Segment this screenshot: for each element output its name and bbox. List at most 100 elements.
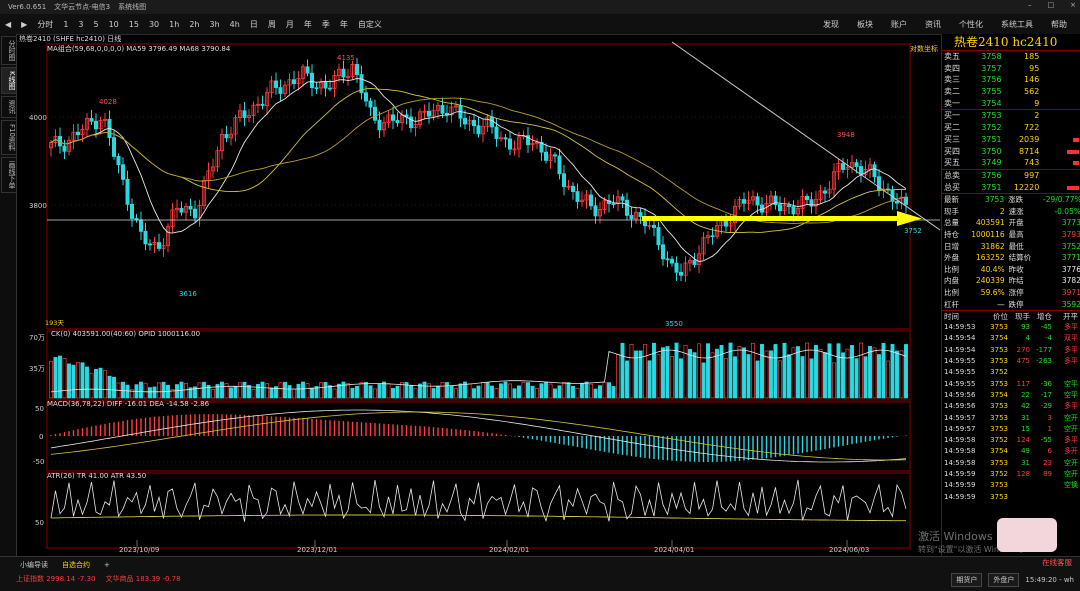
ma-line-yellow	[50, 87, 907, 233]
candle-body	[467, 119, 472, 125]
volume-bar	[620, 342, 625, 399]
volume-bar	[400, 382, 404, 399]
tb-period-0[interactable]: 分时	[37, 19, 54, 29]
futures-account-button[interactable]: 期货户	[951, 573, 983, 587]
tab-news[interactable]: 资讯	[1, 95, 17, 118]
close-icon[interactable]: ×	[1070, 1, 1076, 9]
tb-period-15[interactable]: 季	[321, 19, 330, 29]
ask-levels: 卖五 3758 185 卖四 3757 95 卖三 3756 146 卖二 3755 562 卖一 375…	[942, 51, 1080, 109]
tb-period-13[interactable]: 月	[285, 19, 294, 29]
volume-layer	[49, 342, 908, 399]
tb-period-5[interactable]: 15	[128, 19, 139, 29]
volume-bar	[670, 356, 674, 399]
tick-row: 14:59:59 3752 128 89 空开	[944, 470, 1078, 479]
maximize-icon[interactable]: □	[1047, 1, 1055, 9]
tb-period-14[interactable]: 年	[303, 19, 312, 29]
order-totals: 总卖 3756 997 总买 3751 12220	[942, 170, 1080, 193]
date-label: 2023/10/09	[119, 546, 159, 554]
kline-chart-area[interactable]: 4000 3800 70万 35万 193天 50 0 -50 50 2023/10/09 2023…	[17, 34, 940, 556]
candle-body	[372, 106, 377, 121]
volume-bar	[58, 355, 62, 399]
menu-sector[interactable]: 板块	[857, 19, 873, 29]
volume-bar	[161, 381, 166, 399]
volume-bar	[742, 347, 746, 399]
volume-bar	[265, 383, 269, 399]
tab-editor-guide[interactable]: 小编导读	[20, 560, 48, 569]
open-interest-line	[50, 349, 907, 393]
tick-list[interactable]: 14:59:53 3753 93 -45 多平 14:59:54 3754 4 -4 双平 14:5…	[942, 322, 1080, 503]
menu-discover[interactable]: 发现	[823, 19, 839, 29]
volume-bar	[206, 384, 211, 399]
tb-period-1[interactable]: 1	[63, 19, 69, 29]
volume-bar	[548, 383, 553, 399]
candle-body	[805, 195, 810, 201]
tb-period-11[interactable]: 日	[249, 19, 258, 29]
forward-icon[interactable]: ▶	[21, 19, 28, 29]
back-icon[interactable]: ◀	[5, 19, 12, 29]
tb-period-12[interactable]: 周	[267, 19, 276, 29]
symbol-line: 热卷2410 (SHFE hc2410) 日线	[19, 35, 122, 43]
tb-period-6[interactable]: 30	[148, 19, 160, 29]
atr-line	[51, 514, 906, 522]
volume-bar	[764, 350, 769, 399]
volume-bar	[625, 360, 629, 399]
add-tab-button[interactable]: +	[104, 560, 110, 569]
tb-period-9[interactable]: 3h	[209, 19, 220, 29]
candle-body	[174, 207, 179, 211]
kline-chart-svg[interactable]: 4000 3800 70万 35万 193天 50 0 -50 50 2023/10/09 2023…	[17, 34, 940, 556]
minimize-icon[interactable]: –	[1028, 1, 1032, 9]
tab-draw-order[interactable]: 画线下单	[1, 156, 17, 193]
candle-body	[525, 135, 530, 146]
candle-body	[336, 68, 341, 76]
pink-sticker-image	[997, 518, 1057, 552]
candle-body	[670, 258, 675, 264]
tb-period-16[interactable]: 年	[339, 19, 348, 29]
tb-period-8[interactable]: 2h	[189, 19, 200, 29]
bid-row: 买三 3751 2039	[942, 134, 1080, 146]
tab-timeshare[interactable]: 分时图	[1, 36, 17, 65]
volume-bar	[328, 385, 332, 399]
macd-label-50: 50	[35, 405, 44, 413]
tb-period-2[interactable]: 3	[78, 19, 84, 29]
candle-body	[237, 110, 242, 118]
volume-bar	[710, 352, 715, 399]
candle-body	[381, 122, 386, 131]
quote-panel: 热卷2410 hc2410 卖五 3758 185 卖四 3757 95 卖三 3756 146…	[941, 34, 1080, 556]
menu-news[interactable]: 资讯	[925, 19, 941, 29]
tab-kline[interactable]: K线图	[1, 67, 17, 94]
menu-account[interactable]: 账户	[891, 19, 907, 29]
tb-period-3[interactable]: 5	[93, 19, 99, 29]
candle-body	[152, 242, 157, 245]
tab-watchlist[interactable]: 自选合约	[62, 560, 90, 569]
title-menu-system[interactable]: 系统线图	[118, 3, 147, 11]
log-scale-toggle[interactable]: 对数坐标	[910, 45, 938, 53]
title-menu-node[interactable]: 文华云节点-电信3	[54, 3, 111, 11]
volume-bar	[103, 370, 107, 399]
menu-personalize[interactable]: 个性化	[959, 19, 983, 29]
tick-row: 14:59:57 3753 31 3 空开	[944, 413, 1078, 422]
tb-period-4[interactable]: 10	[108, 19, 119, 29]
chart-grid: 4000 3800 70万 35万 193天 50 0 -50 50 2023/10/09 2023…	[29, 43, 911, 554]
volume-bar	[476, 385, 481, 399]
status-bar: 小编导读 自选合约 + 在线客服 上证指数 2998.14 -7.30 文华商品…	[0, 556, 1080, 591]
tb-period-7[interactable]: 1h	[169, 19, 180, 29]
tb-period-17[interactable]: 自定义	[357, 19, 382, 29]
candle-body	[683, 262, 688, 276]
volume-bar	[566, 382, 571, 399]
volume-bar	[341, 381, 346, 399]
tab-f10[interactable]: F10资料	[1, 119, 17, 155]
foreign-account-button[interactable]: 外盘户	[988, 573, 1020, 587]
candle-body	[489, 116, 494, 128]
volume-bar	[413, 388, 418, 399]
volume-bar	[598, 385, 602, 399]
volume-bar	[283, 381, 287, 399]
candle-body	[363, 92, 368, 102]
candle-body	[264, 92, 269, 106]
tick-row: 14:59:55 3752	[944, 368, 1008, 377]
candle-body	[368, 100, 373, 108]
menu-tools[interactable]: 系统工具	[1001, 19, 1033, 29]
menu-help[interactable]: 帮助	[1051, 19, 1067, 29]
live-support-button[interactable]: 在线客服	[1042, 558, 1072, 567]
candle-body	[318, 81, 323, 89]
tb-period-10[interactable]: 4h	[229, 19, 240, 29]
